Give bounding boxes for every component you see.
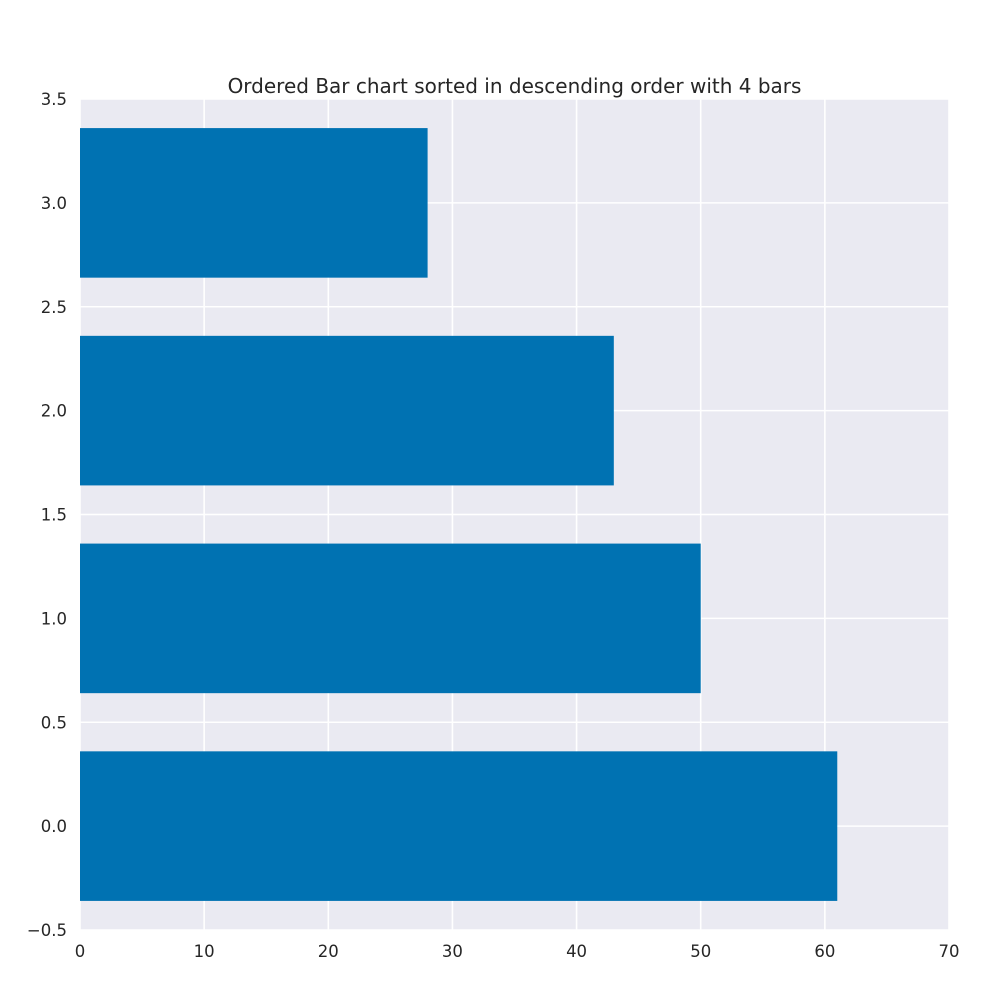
chart-title: Ordered Bar chart sorted in descending o… [228, 74, 802, 98]
y-axis-ticks: −0.5 0.0 0.5 1.0 1.5 2.0 2.5 3.0 3.5 [27, 90, 67, 940]
x-tick-label: 30 [442, 942, 463, 961]
bar-0 [80, 751, 838, 901]
y-tick-label: 0.0 [41, 817, 67, 836]
x-axis-ticks: 0 10 20 30 40 50 60 70 [75, 942, 960, 961]
bar-3 [80, 128, 428, 278]
x-tick-label: 70 [939, 942, 960, 961]
y-tick-label: 3.5 [41, 90, 67, 109]
bar-1 [80, 543, 701, 694]
y-tick-label: 1.0 [41, 609, 67, 628]
x-tick-label: 20 [318, 942, 339, 961]
x-tick-label: 60 [814, 942, 835, 961]
y-tick-label: 2.0 [41, 402, 67, 421]
x-tick-label: 10 [194, 942, 215, 961]
y-tick-label: 0.5 [41, 713, 67, 732]
y-tick-label: 1.5 [41, 506, 67, 525]
x-tick-label: 0 [75, 942, 86, 961]
bars [80, 128, 838, 901]
x-tick-label: 50 [690, 942, 711, 961]
bar-2 [80, 335, 614, 486]
x-tick-label: 40 [566, 942, 587, 961]
y-tick-label: 2.5 [41, 298, 67, 317]
y-tick-label: 3.0 [41, 194, 67, 213]
y-tick-label: −0.5 [27, 921, 67, 940]
